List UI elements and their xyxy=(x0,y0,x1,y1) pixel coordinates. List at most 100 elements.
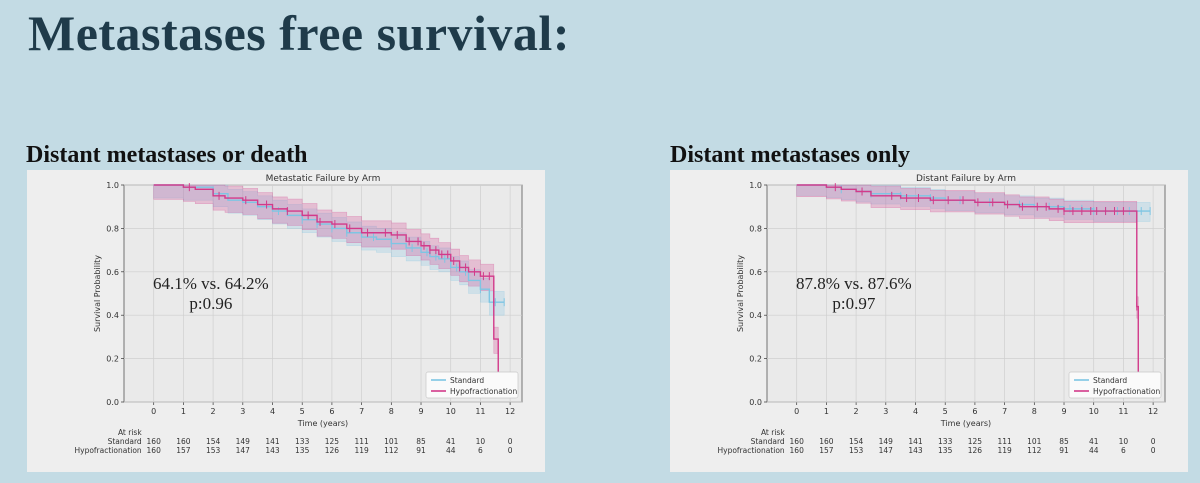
survival-curve-hypofractionation xyxy=(796,184,1139,376)
at-risk-count: 141 xyxy=(908,437,923,446)
at-risk-count: 143 xyxy=(265,446,280,455)
annotation-p-value: p:0.96 xyxy=(189,294,233,313)
at-risk-count: 101 xyxy=(1027,437,1042,446)
at-risk-count: 125 xyxy=(325,437,340,446)
y-tick-label: 1.0 xyxy=(749,181,762,190)
x-tick-label: 4 xyxy=(913,407,918,416)
y-tick-label: 0.4 xyxy=(749,311,762,320)
at-risk-count: 160 xyxy=(819,437,834,446)
x-tick-label: 6 xyxy=(329,407,334,416)
y-tick-label: 0.4 xyxy=(106,311,119,320)
km-chart-distant-failure: 0 1 2 3 4 5 6 7 8 9 10 11 120.00.20.40.60.81.0Distan… xyxy=(717,174,1166,455)
slide-title: Metastases free survival: xyxy=(28,5,570,61)
at-risk-count: 0 xyxy=(508,437,513,446)
km-chart-metastatic-failure: 0 1 2 3 4 5 6 7 8 9 10 11 120.00.20.40.60.81.0Metast… xyxy=(74,174,523,455)
at-risk-title: At risk xyxy=(118,428,142,437)
x-tick-label: 5 xyxy=(943,407,948,416)
at-risk-row-label: Standard xyxy=(108,437,142,446)
at-risk-count: 153 xyxy=(849,446,864,455)
at-risk-count: 133 xyxy=(938,437,953,446)
legend-label-hypofractionation: Hypofractionation xyxy=(450,387,517,396)
x-tick-label: 7 xyxy=(1002,407,1007,416)
at-risk-count: 126 xyxy=(968,446,983,455)
x-tick-label: 12 xyxy=(505,407,515,416)
x-tick-label: 2 xyxy=(854,407,859,416)
survival-curve-standard xyxy=(153,184,505,303)
at-risk-count: 149 xyxy=(879,437,894,446)
at-risk-count: 154 xyxy=(206,437,221,446)
at-risk-count: 143 xyxy=(908,446,923,455)
x-tick-label: 11 xyxy=(1118,407,1128,416)
x-tick-label: 2 xyxy=(211,407,216,416)
at-risk-count: 154 xyxy=(849,437,864,446)
x-tick-label: 3 xyxy=(883,407,888,416)
at-risk-count: 153 xyxy=(206,446,221,455)
at-risk-count: 135 xyxy=(938,446,953,455)
x-tick-label: 7 xyxy=(359,407,364,416)
at-risk-count: 6 xyxy=(478,446,483,455)
km-chart-panel-distant-failure: 0 1 2 3 4 5 6 7 8 9 10 11 12 0.0 0.2 0.4 0.6 0.8 1.0 Distan… xyxy=(670,170,1188,472)
legend-box xyxy=(1068,371,1162,399)
at-risk-count: 133 xyxy=(295,437,310,446)
at-risk-count: 10 xyxy=(476,437,486,446)
legend-box xyxy=(425,371,519,399)
at-risk-count: 0 xyxy=(1151,437,1156,446)
x-tick-label: 11 xyxy=(475,407,485,416)
x-tick-label: 12 xyxy=(1148,407,1158,416)
at-risk-count: 157 xyxy=(176,446,191,455)
at-risk-count: 85 xyxy=(416,437,426,446)
at-risk-row-label: Standard xyxy=(751,437,785,446)
at-risk-count: 111 xyxy=(997,437,1012,446)
at-risk-count: 101 xyxy=(384,437,399,446)
chart-annotation: 87.8% vs. 87.6% p:0.97 xyxy=(796,274,912,314)
at-risk-count: 119 xyxy=(354,446,369,455)
x-axis-label: Time (years) xyxy=(297,419,348,428)
x-tick-label: 6 xyxy=(972,407,977,416)
x-tick-label: 10 xyxy=(1089,407,1099,416)
y-tick-label: 0.0 xyxy=(106,398,119,407)
x-tick-label: 9 xyxy=(418,407,423,416)
confidence-band-hypofractionation xyxy=(796,184,1139,388)
x-tick-label: 5 xyxy=(300,407,305,416)
at-risk-count: 160 xyxy=(790,437,805,446)
x-tick-label: 0 xyxy=(151,407,156,416)
annotation-percentages: 64.1% vs. 64.2% xyxy=(153,274,269,293)
right-chart-heading: Distant metastases only xyxy=(670,142,910,168)
y-tick-label: 0.2 xyxy=(106,355,119,364)
left-chart-heading: Distant metastases or death xyxy=(26,142,308,168)
at-risk-count: 147 xyxy=(236,446,251,455)
at-risk-count: 112 xyxy=(1027,446,1042,455)
at-risk-count: 41 xyxy=(1089,437,1099,446)
x-tick-label: 9 xyxy=(1061,407,1066,416)
at-risk-count: 149 xyxy=(236,437,251,446)
x-tick-label: 4 xyxy=(270,407,275,416)
y-axis-label: Survival Probability xyxy=(93,255,102,332)
at-risk-count: 160 xyxy=(176,437,191,446)
x-tick-label: 3 xyxy=(240,407,245,416)
at-risk-title: At risk xyxy=(761,428,785,437)
at-risk-count: 10 xyxy=(1119,437,1129,446)
at-risk-count: 157 xyxy=(819,446,834,455)
legend-label-standard: Standard xyxy=(450,376,484,385)
chart-title: Distant Failure by Arm xyxy=(916,174,1016,184)
y-tick-label: 0.6 xyxy=(749,268,762,277)
at-risk-count: 147 xyxy=(879,446,894,455)
annotation-p-value: p:0.97 xyxy=(832,294,876,313)
chart-title: Metastatic Failure by Arm xyxy=(266,174,381,184)
plot-area xyxy=(123,184,523,403)
annotation-percentages: 87.8% vs. 87.6% xyxy=(796,274,912,293)
at-risk-row-label: Hypofractionation xyxy=(717,446,784,455)
at-risk-count: 0 xyxy=(1151,446,1156,455)
x-axis-label: Time (years) xyxy=(940,419,991,428)
at-risk-count: 6 xyxy=(1121,446,1126,455)
legend-label-standard: Standard xyxy=(1093,376,1127,385)
km-chart-panel-metastatic-failure: 0 1 2 3 4 5 6 7 8 9 10 11 12 0.0 0.2 0.4 0.6 0.8 1.0 Metast… xyxy=(27,170,545,472)
y-tick-label: 0.6 xyxy=(106,268,119,277)
x-tick-label: 8 xyxy=(389,407,394,416)
y-tick-label: 0.8 xyxy=(106,224,119,233)
at-risk-count: 44 xyxy=(446,446,456,455)
at-risk-count: 44 xyxy=(1089,446,1099,455)
y-axis-label: Survival Probability xyxy=(736,255,745,332)
at-risk-count: 125 xyxy=(968,437,983,446)
x-tick-label: 10 xyxy=(446,407,456,416)
